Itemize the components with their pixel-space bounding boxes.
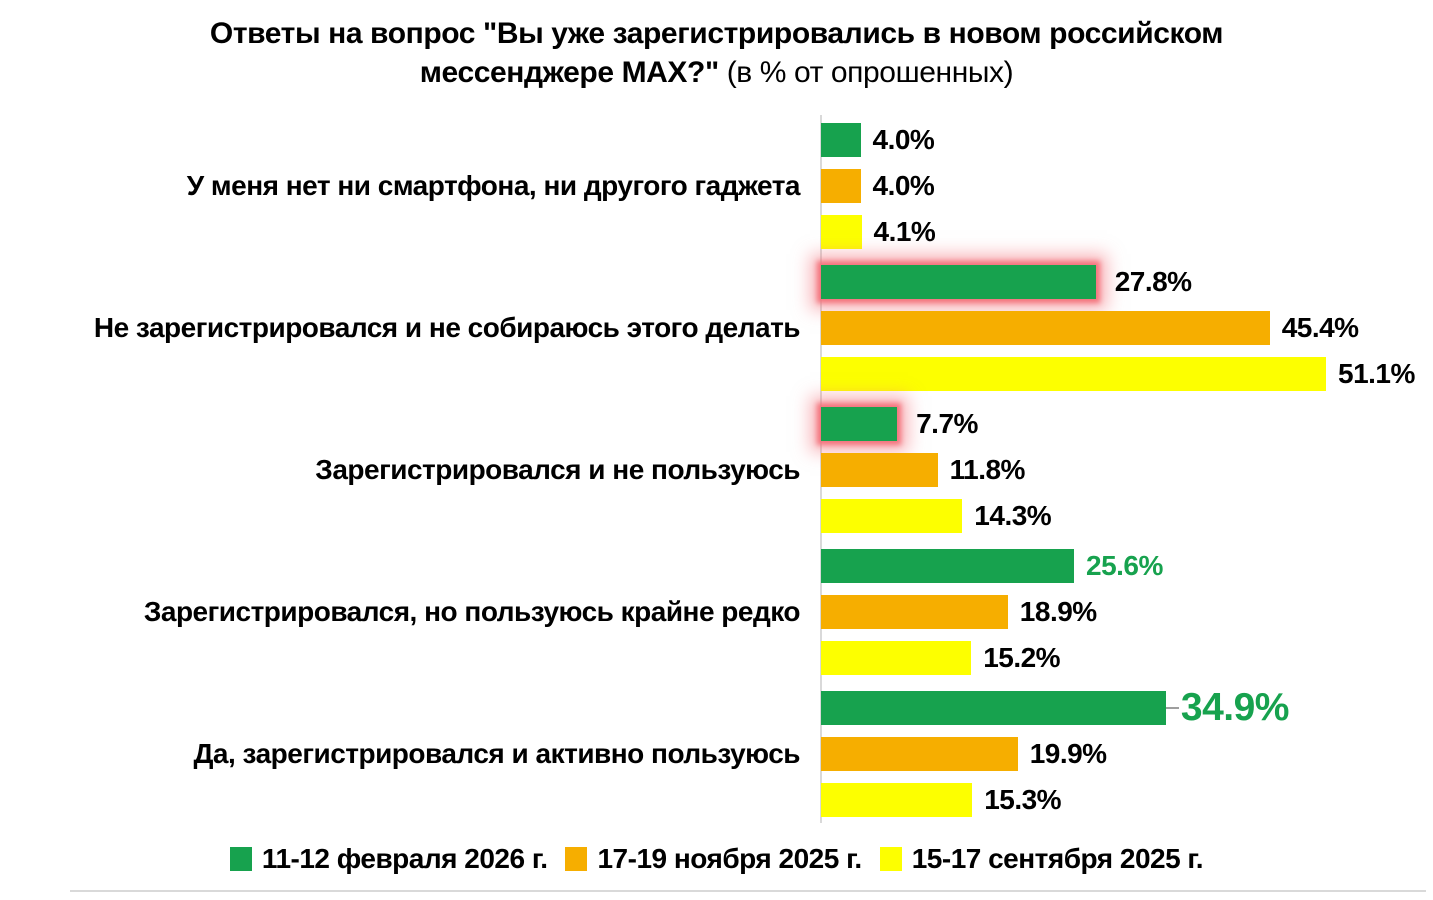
bar-row: 25.6% [821,549,1163,583]
bar-row: 19.9% [821,737,1107,771]
bar-value-label: 4.1% [873,216,936,247]
bar-group: Да, зарегистрировался и активно пользуюс… [0,683,1433,825]
bar-group: У меня нет ни смартфона, ни другого гадж… [0,115,1433,257]
legend-label: 11-12 февраля 2026 г. [261,843,548,874]
bar-row: 14.3% [821,499,1052,533]
bar-group: Зарегистрировался и не пользуюсь 7.7% 11.8… [0,399,1433,541]
bar-row: 11.8% [821,453,1025,487]
bar-green [821,407,898,441]
chart-title: Ответы на вопрос "Вы уже зарегистрировал… [0,14,1433,92]
legend-label: 17-19 ноября 2025 г. [597,843,862,874]
bar-green [821,123,861,157]
bar-value-label: 15.3% [984,784,1062,815]
bar-yellow [821,499,963,533]
category-label: Зарегистрировался и не пользуюсь [315,454,800,485]
bar-orange [821,169,861,203]
legend-swatch-orange [565,847,588,871]
bar-value-label: 45.4% [1281,312,1359,343]
bar-row: 15.2% [821,641,1061,675]
bar-group: Зарегистрировался, но пользуюсь крайне р… [0,541,1433,683]
legend-swatch-green [229,847,252,871]
bar-green [821,549,1074,583]
bar-value-label: 27.8% [1114,266,1192,297]
plot-area: У меня нет ни смартфона, ни другого гадж… [0,115,1433,825]
bar-row: 15.3% [821,783,1062,817]
category-label: У меня нет ни смартфона, ни другого гадж… [186,170,801,201]
chart-title-line2-bold: мессенджере MAX?" [419,56,719,89]
bar-row: 4.0% [821,169,935,203]
bar-yellow [821,215,862,249]
bar-value-label: 14.3% [974,500,1052,531]
bar-value-label: 25.6% [1086,550,1163,581]
bar-row: 45.4% [821,311,1359,345]
category-label: Зарегистрировался, но пользуюсь крайне р… [143,596,801,627]
bar-row: 4.1% [821,215,936,249]
bar-orange [821,453,938,487]
bar-value-label: 4.0% [872,170,935,201]
bar-orange [821,311,1270,345]
bar-row: 18.9% [821,595,1097,629]
legend-item: 15-17 сентября 2025 г. [879,843,1204,875]
bar-yellow [821,783,973,817]
category-label: Да, зарегистрировался и активно пользуюс… [193,738,800,769]
legend-swatch-yellow [879,847,902,871]
bar-value-label: 18.9% [1019,596,1097,627]
chart-title-line2: мессенджере MAX?" (в % от опрошенных) [0,53,1433,92]
bar-value-label: 19.9% [1029,738,1107,769]
category-label: Не зарегистрировался и не собираюсь этог… [93,312,801,343]
legend-item: 11-12 февраля 2026 г. [229,843,548,875]
bar-row: 7.7% [821,407,978,441]
bar-value-label: 11.8% [949,454,1026,485]
bar-value-label: 51.1% [1338,358,1415,389]
value-leader-line [1165,707,1179,709]
legend: 11-12 февраля 2026 г. 17-19 ноября 2025 г… [0,843,1433,875]
bottom-divider [70,890,1426,892]
bar-group: Не зарегистрировался и не собираюсь этог… [0,257,1433,399]
legend-item: 17-19 ноября 2025 г. [565,843,862,875]
bar-yellow [821,641,972,675]
bar-green [821,691,1166,725]
bar-value-label: 7.7% [916,408,978,439]
bar-value-label: 34.9% [1180,686,1290,729]
bar-value-label: 15.2% [983,642,1061,673]
bar-row: 4.0% [821,123,935,157]
chart-title-line1: Ответы на вопрос "Вы уже зарегистрировал… [209,17,1224,50]
bar-orange [821,737,1018,771]
legend-label: 15-17 сентября 2025 г. [911,843,1204,874]
bar-row: 51.1% [821,357,1415,391]
chart-title-line2-subtitle: (в % от опрошенных) [718,56,1014,89]
bar-green [821,265,1096,299]
bar-row: 34.9% [821,686,1289,729]
bar-value-label: 4.0% [872,124,935,155]
bar-orange [821,595,1008,629]
bar-row: 27.8% [821,265,1192,299]
bar-yellow [821,357,1326,391]
